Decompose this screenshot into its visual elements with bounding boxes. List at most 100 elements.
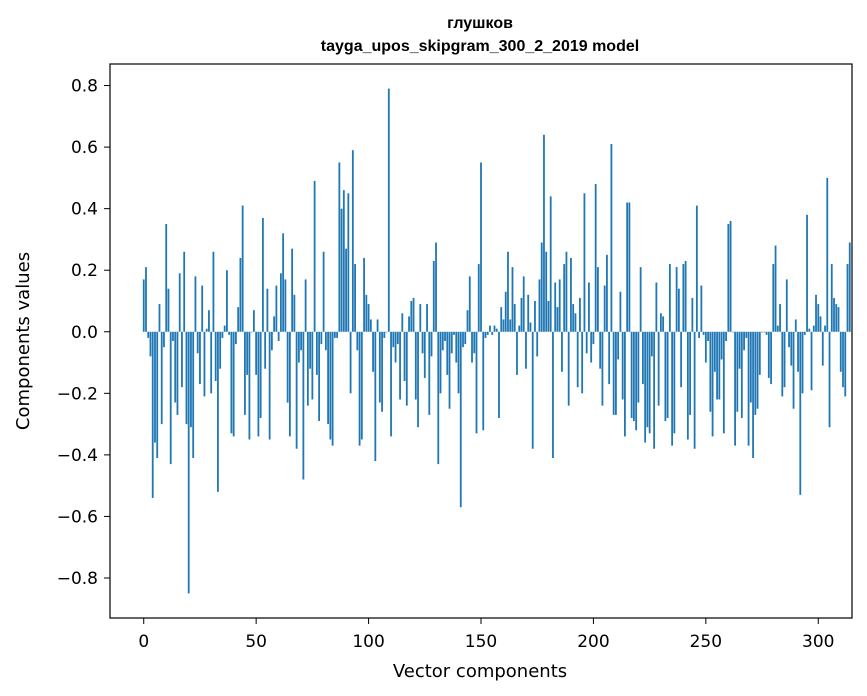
bar-component-164	[511, 267, 514, 332]
bar-component-19	[185, 331, 188, 425]
bar-component-214	[624, 331, 626, 437]
bars-group	[142, 88, 851, 594]
bar-component-166	[516, 331, 518, 375]
bar-component-1	[145, 267, 147, 332]
x-axis: 0 50 100 150 200 250 300	[138, 618, 834, 652]
bar-component-162	[507, 251, 509, 332]
bar-component-265	[738, 331, 741, 369]
y-tick-label: 0.4	[71, 200, 98, 220]
bar-component-202	[597, 267, 599, 332]
bar-component-302	[821, 331, 824, 366]
bar-component-92	[349, 331, 352, 394]
bar-component-102	[372, 331, 374, 372]
bar-component-46	[246, 331, 249, 375]
bar-component-66	[291, 248, 294, 332]
bar-component-242	[686, 331, 689, 440]
bar-component-251	[707, 331, 709, 341]
bar-component-115	[401, 313, 404, 332]
bar-component-71	[302, 331, 305, 480]
bar-component-287	[788, 331, 790, 348]
bar-component-207	[608, 331, 611, 385]
bar-component-77	[315, 331, 318, 375]
bar-component-58	[273, 316, 276, 332]
bar-component-38	[228, 331, 231, 335]
bar-component-176	[538, 279, 541, 332]
bar-component-101	[369, 319, 372, 332]
bar-component-274	[758, 331, 761, 375]
bar-component-111	[392, 331, 395, 348]
y-tick-label: 0.2	[71, 261, 98, 281]
bar-component-165	[513, 304, 516, 332]
bar-component-261	[729, 220, 732, 332]
bar-component-22	[192, 331, 195, 458]
bar-component-65	[288, 331, 291, 437]
bar-component-137	[450, 331, 453, 354]
bar-component-181	[549, 196, 552, 332]
bar-component-54	[264, 331, 267, 369]
bar-component-221	[639, 267, 642, 332]
bar-component-300	[817, 304, 820, 332]
bar-component-169	[522, 276, 525, 332]
bar-component-277	[765, 331, 768, 335]
bar-component-126	[426, 304, 428, 332]
bar-component-219	[635, 331, 638, 431]
bar-component-34	[219, 331, 222, 369]
bar-component-99	[365, 294, 368, 332]
bar-component-310	[839, 331, 842, 372]
bar-component-105	[378, 331, 381, 403]
bar-component-216	[628, 202, 631, 332]
bar-component-88	[340, 208, 343, 332]
bar-component-206	[606, 254, 608, 332]
bar-component-243	[689, 331, 692, 415]
bar-component-138	[453, 331, 455, 335]
bar-component-40	[232, 331, 235, 437]
bar-component-119	[410, 300, 413, 332]
bar-component-103	[374, 331, 377, 462]
bar-component-27	[203, 331, 206, 397]
chart-subtitle: tayga_upos_skipgram_300_2_2019 model	[321, 38, 639, 55]
bar-component-180	[547, 300, 550, 332]
bar-component-209	[612, 331, 615, 415]
y-tick-label: 0.0	[71, 323, 98, 343]
bar-component-7	[158, 304, 161, 332]
bar-component-81	[324, 331, 327, 351]
bar-component-260	[727, 224, 730, 332]
bar-component-239	[680, 331, 683, 388]
bar-component-75	[311, 331, 314, 400]
bar-component-314	[848, 242, 851, 332]
bar-component-125	[423, 331, 426, 378]
bar-component-212	[619, 291, 622, 332]
bar-component-233	[666, 331, 669, 418]
bar-component-313	[846, 264, 849, 332]
x-axis-label: Vector components	[393, 661, 567, 682]
y-tick-label: −0.6	[57, 507, 98, 527]
bar-component-21	[190, 331, 192, 428]
bar-component-49	[253, 310, 255, 332]
bar-component-272	[754, 331, 757, 415]
bar-component-151	[482, 331, 485, 431]
bar-component-179	[545, 251, 548, 332]
bar-component-122	[417, 331, 419, 428]
bar-component-42	[237, 307, 240, 332]
bar-component-187	[563, 264, 566, 332]
bar-component-288	[790, 331, 793, 366]
bar-component-114	[399, 331, 401, 400]
bar-component-136	[448, 331, 451, 409]
bar-component-124	[421, 331, 424, 354]
bar-component-208	[610, 144, 613, 332]
bar-component-39	[230, 331, 233, 434]
bar-component-153	[486, 331, 489, 335]
bar-component-73	[306, 331, 309, 406]
bar-component-268	[745, 331, 748, 338]
bar-component-16	[178, 273, 181, 332]
bar-component-257	[720, 331, 723, 360]
bar-component-141	[459, 331, 462, 508]
bar-component-290	[794, 319, 797, 332]
bar-component-12	[169, 331, 172, 465]
bar-component-259	[725, 331, 727, 341]
y-axis-label: Components values	[13, 252, 34, 430]
bar-component-160	[502, 319, 505, 332]
bar-component-143	[464, 331, 467, 345]
bar-component-110	[390, 331, 392, 437]
bar-component-177	[540, 242, 543, 332]
